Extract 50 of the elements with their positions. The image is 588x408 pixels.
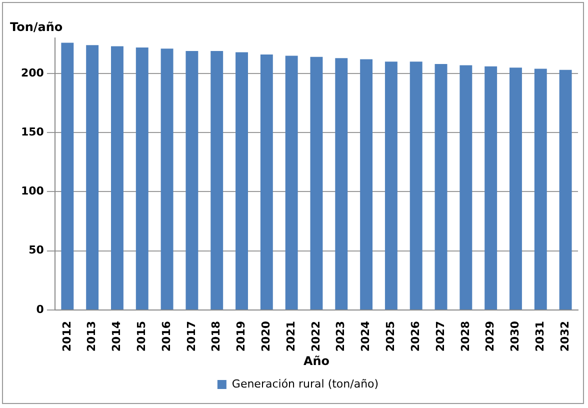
y-tick-label: 50 — [28, 244, 44, 257]
y-tick-label: 150 — [20, 125, 44, 138]
bar — [384, 62, 398, 310]
bar — [210, 51, 224, 310]
bar — [410, 62, 422, 310]
x-tick-label: 2018 — [210, 320, 223, 352]
bar — [61, 42, 74, 310]
x-tick-label: 2031 — [534, 320, 546, 352]
bar — [534, 68, 547, 310]
bar — [136, 47, 148, 310]
x-tick-label: 2027 — [434, 320, 447, 352]
x-tick-label: 2030 — [508, 320, 522, 352]
x-tick-label: 2025 — [384, 320, 398, 352]
x-tick-label: 2013 — [85, 320, 98, 352]
x-tick-label: 2019 — [234, 320, 248, 352]
bar — [360, 59, 373, 310]
y-tick-label: 100 — [20, 184, 44, 198]
bar — [310, 56, 323, 310]
x-tick-label: 2016 — [160, 320, 173, 352]
bar — [160, 48, 174, 310]
x-tick-label: 2029 — [484, 320, 497, 352]
bar — [260, 54, 273, 310]
bar — [86, 45, 99, 310]
bar — [285, 56, 298, 310]
x-tick-label: 2026 — [408, 320, 422, 352]
y-tick-label: 0 — [36, 302, 44, 316]
y-axis-title: Ton/año — [10, 20, 63, 34]
bar — [186, 51, 198, 310]
x-axis-title: Año — [303, 354, 330, 368]
y-tick-label: 200 — [20, 66, 44, 80]
x-tick-label: 2021 — [284, 320, 298, 352]
x-tick-label: 2017 — [184, 320, 198, 352]
bar — [484, 66, 498, 310]
x-tick-label: 2024 — [359, 320, 372, 352]
x-tick-label: 2020 — [260, 320, 273, 352]
bar — [236, 52, 248, 310]
bar — [335, 58, 348, 310]
x-tick-label: 2023 — [334, 320, 348, 352]
bar — [559, 70, 572, 310]
bar — [434, 64, 448, 310]
x-tick-label: 2012 — [60, 320, 74, 352]
bar — [111, 46, 124, 310]
x-tick-label: 2015 — [134, 320, 148, 352]
legend-label: Generación rural (ton/año) — [232, 377, 379, 390]
bar — [510, 68, 522, 310]
x-tick-label: 2028 — [458, 320, 472, 352]
x-tick-label: 2022 — [309, 320, 322, 352]
x-tick-label: 2014 — [110, 320, 124, 352]
x-tick-label: 2032 — [558, 320, 572, 352]
bar — [460, 65, 472, 310]
